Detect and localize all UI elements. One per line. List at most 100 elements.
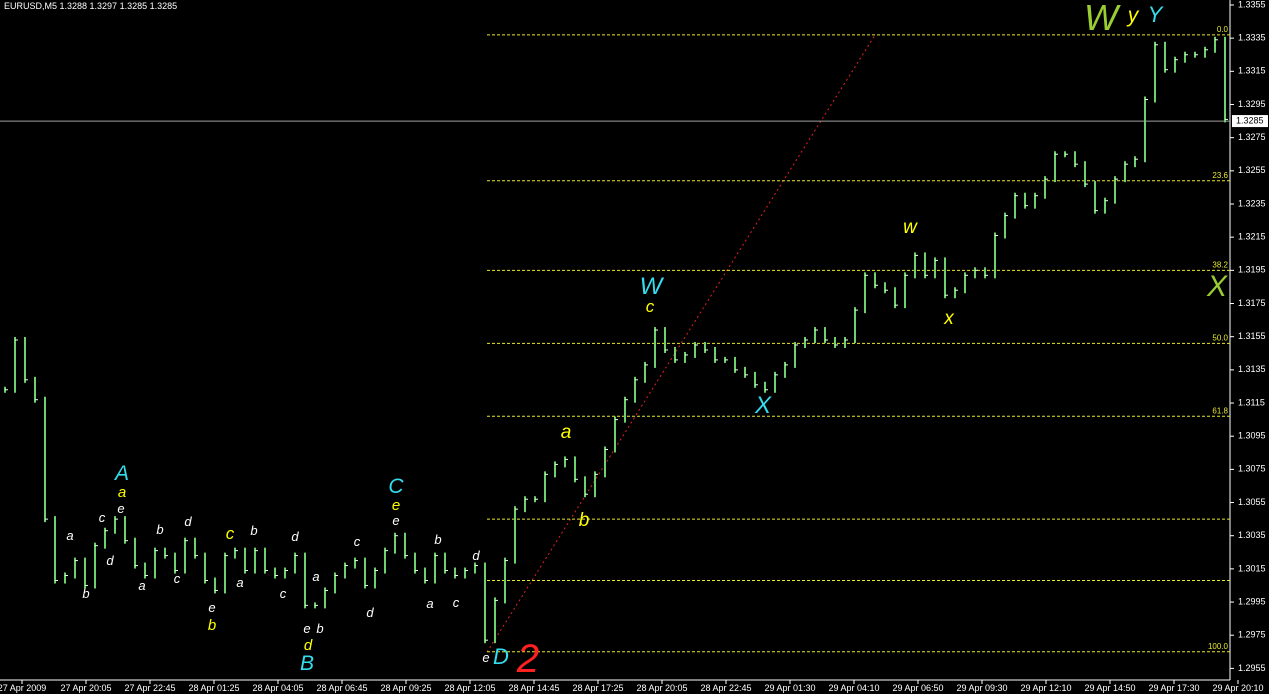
wave-label: c (99, 510, 106, 525)
wave-label: b (434, 532, 441, 547)
wave-label: d (106, 553, 114, 568)
y-tick-label: 1.3235 (1238, 198, 1266, 208)
x-tick-label: 28 Apr 22:45 (700, 683, 751, 693)
fib-label: 61.8 (1212, 406, 1228, 415)
wave-label: c (646, 297, 655, 316)
current-price-label: 1.3285 (1236, 115, 1264, 125)
chart-title: EURUSD,M5 1.3288 1.3297 1.3285 1.3285 (4, 1, 177, 11)
x-tick-label: 27 Apr 20:05 (60, 683, 111, 693)
wave-label: a (138, 578, 145, 593)
wave-label: d (472, 548, 480, 563)
wave-label: d (366, 605, 374, 620)
x-tick-label: 29 Apr 04:10 (828, 683, 879, 693)
fib-label: 23.6 (1212, 171, 1228, 180)
y-tick-label: 1.3275 (1238, 132, 1266, 142)
wave-label: a (561, 422, 572, 443)
wave-label: e (208, 600, 215, 615)
wave-label: D (493, 644, 509, 669)
wave-label: w (903, 217, 918, 238)
y-tick-label: 1.3335 (1238, 33, 1266, 43)
fib-label: 50.0 (1212, 333, 1228, 342)
wave-label: y (1126, 4, 1140, 27)
y-tick-label: 1.3175 (1238, 298, 1266, 308)
fib-label: 0.0 (1217, 25, 1229, 34)
wave-label: e (303, 621, 310, 636)
wave-label: c (453, 595, 460, 610)
wave-label: d (184, 514, 192, 529)
wave-label: a (66, 528, 73, 543)
fib-label: 38.2 (1212, 260, 1228, 269)
x-tick-label: 29 Apr 12:10 (1020, 683, 1071, 693)
y-tick-label: 1.3115 (1238, 397, 1265, 407)
current-price-box (1232, 115, 1268, 128)
y-tick-label: 1.3255 (1238, 165, 1266, 175)
fib-label: 100.0 (1208, 642, 1229, 651)
wave-label: W (640, 273, 665, 300)
wave-label: C (388, 475, 404, 498)
wave-label: a (426, 596, 433, 611)
x-tick-label: 29 Apr 09:30 (956, 683, 1007, 693)
wave-label: b (82, 586, 89, 601)
x-tick-label: 29 Apr 06:50 (892, 683, 943, 693)
wave-label: b (208, 617, 216, 634)
wave-label: c (280, 586, 287, 601)
x-tick-label: 29 Apr 20:10 (1212, 683, 1263, 693)
x-tick-label: 28 Apr 20:05 (636, 683, 687, 693)
y-tick-label: 1.3295 (1238, 99, 1266, 109)
y-tick-label: 1.3055 (1238, 497, 1266, 507)
wave-label: a (118, 484, 126, 501)
y-tick-label: 1.2955 (1238, 663, 1266, 673)
wave-label: x (943, 308, 955, 329)
wave-label: d (291, 529, 299, 544)
y-tick-label: 1.3135 (1238, 364, 1266, 374)
x-tick-label: 28 Apr 04:05 (252, 683, 303, 693)
wave-label: d (304, 637, 313, 654)
x-tick-label: 27 Apr 2009 (0, 683, 46, 693)
y-tick-label: 1.3095 (1238, 431, 1266, 441)
wave-label: c (174, 571, 181, 586)
wave-label: c (354, 534, 361, 549)
y-tick-label: 1.3075 (1238, 464, 1266, 474)
wave-label: Y (1148, 2, 1164, 27)
x-tick-label: 28 Apr 01:25 (188, 683, 239, 693)
wave-label: b (316, 621, 323, 636)
y-tick-label: 1.3355 (1238, 0, 1266, 9)
y-tick-label: 1.2995 (1238, 596, 1266, 606)
wave-label: e (392, 497, 400, 514)
y-tick-label: 1.3315 (1238, 66, 1266, 76)
wave-label: c (226, 524, 235, 543)
x-tick-label: 29 Apr 14:50 (1084, 683, 1135, 693)
x-tick-label: 28 Apr 17:25 (572, 683, 623, 693)
wave-label: A (113, 462, 129, 485)
trend-line (486, 34, 876, 653)
wave-label: B (300, 652, 314, 675)
y-tick-label: 1.3015 (1238, 563, 1266, 573)
y-tick-label: 1.3155 (1238, 331, 1266, 341)
wave-label: b (579, 510, 590, 531)
wave-label: e (117, 501, 124, 516)
x-tick-label: 28 Apr 12:05 (444, 683, 495, 693)
x-tick-label: 29 Apr 17:30 (1148, 683, 1199, 693)
wave-label: X (754, 392, 772, 419)
x-tick-label: 29 Apr 01:30 (764, 683, 815, 693)
wave-label: b (250, 523, 257, 538)
wave-label: e (482, 650, 489, 665)
x-tick-label: 28 Apr 06:45 (316, 683, 367, 693)
wave-label: a (236, 575, 243, 590)
x-tick-label: 28 Apr 09:25 (380, 683, 431, 693)
x-tick-label: 28 Apr 14:45 (508, 683, 559, 693)
wave-label: a (312, 569, 319, 584)
y-tick-label: 1.3215 (1238, 232, 1266, 242)
wave-label: b (156, 522, 163, 537)
y-tick-label: 1.3035 (1238, 530, 1266, 540)
y-tick-label: 1.3195 (1238, 265, 1266, 275)
y-tick-label: 1.2975 (1238, 630, 1266, 640)
wave-label: W (1084, 0, 1121, 38)
wave-label: X (1206, 270, 1228, 303)
wave-label: 2 (516, 637, 539, 681)
wave-label: e (392, 513, 399, 528)
x-tick-label: 27 Apr 22:45 (124, 683, 175, 693)
